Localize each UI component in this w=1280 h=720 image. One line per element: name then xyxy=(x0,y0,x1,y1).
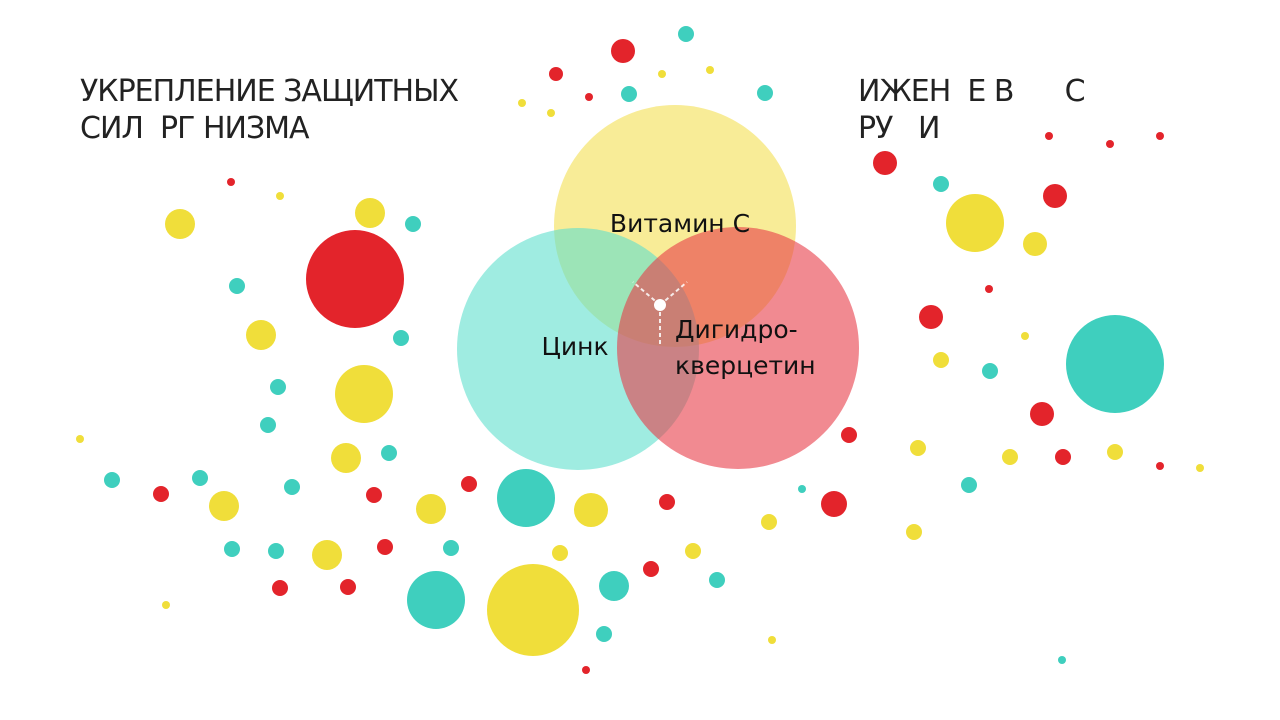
dot xyxy=(209,491,239,521)
dot xyxy=(306,230,404,328)
dot xyxy=(497,469,555,527)
dot xyxy=(547,109,555,117)
dot xyxy=(518,99,526,107)
dot xyxy=(659,494,675,510)
dot xyxy=(933,352,949,368)
dot xyxy=(643,561,659,577)
dot xyxy=(461,476,477,492)
header-text: РУ И xyxy=(858,111,939,146)
dot xyxy=(654,299,666,311)
dot xyxy=(910,440,926,456)
dot xyxy=(1058,656,1066,664)
dot xyxy=(268,543,284,559)
dot xyxy=(919,305,943,329)
dot xyxy=(1066,315,1164,413)
dot xyxy=(227,178,235,186)
dot xyxy=(76,435,84,443)
dot xyxy=(335,365,393,423)
dot xyxy=(1030,402,1054,426)
dot xyxy=(407,571,465,629)
venn xyxy=(457,105,859,470)
header-text: ИЖЕН Е В С xyxy=(858,74,1085,109)
dot xyxy=(621,86,637,102)
dot xyxy=(552,545,568,561)
venn-label: кверцетин xyxy=(675,351,816,380)
dot xyxy=(272,580,288,596)
dot xyxy=(165,209,195,239)
dot xyxy=(355,198,385,228)
dot xyxy=(443,540,459,556)
dot xyxy=(549,67,563,81)
dot xyxy=(841,427,857,443)
venn-label: Витамин С xyxy=(610,209,750,238)
dot xyxy=(153,486,169,502)
dot xyxy=(487,564,579,656)
venn-label: Цинк xyxy=(541,332,608,361)
dot xyxy=(617,227,859,469)
dot xyxy=(331,443,361,473)
connector xyxy=(632,281,661,306)
dot xyxy=(961,477,977,493)
dot xyxy=(284,479,300,495)
dot xyxy=(1002,449,1018,465)
dot xyxy=(1196,464,1204,472)
dot xyxy=(821,491,847,517)
dot xyxy=(574,493,608,527)
dot xyxy=(933,176,949,192)
dot xyxy=(246,320,276,350)
header-text: УКРЕПЛЕНИЕ ЗАЩИТНЫХ xyxy=(80,74,459,109)
dot xyxy=(982,363,998,379)
dot xyxy=(381,445,397,461)
dot xyxy=(709,572,725,588)
dots xyxy=(76,26,1204,674)
dot xyxy=(416,494,446,524)
dot xyxy=(1043,184,1067,208)
dot xyxy=(685,543,701,559)
dot xyxy=(946,194,1004,252)
dot xyxy=(1156,132,1164,140)
dot xyxy=(706,66,714,74)
dot xyxy=(224,541,240,557)
dot xyxy=(1023,232,1047,256)
dot xyxy=(312,540,342,570)
dot xyxy=(611,39,635,63)
dot xyxy=(405,216,421,232)
dot xyxy=(658,70,666,78)
dot xyxy=(768,636,776,644)
dot xyxy=(1107,444,1123,460)
dot xyxy=(393,330,409,346)
dot xyxy=(1106,140,1114,148)
dot xyxy=(585,93,593,101)
dot xyxy=(798,485,806,493)
dot xyxy=(377,539,393,555)
dot xyxy=(366,487,382,503)
dot xyxy=(270,379,286,395)
dot xyxy=(761,514,777,530)
dot xyxy=(1055,449,1071,465)
dot xyxy=(582,666,590,674)
dot xyxy=(276,192,284,200)
dot xyxy=(192,470,208,486)
dot xyxy=(906,524,922,540)
dot xyxy=(1156,462,1164,470)
dot xyxy=(260,417,276,433)
dot xyxy=(985,285,993,293)
dot xyxy=(873,151,897,175)
dot xyxy=(678,26,694,42)
dot xyxy=(104,472,120,488)
dot xyxy=(1045,132,1053,140)
dot xyxy=(162,601,170,609)
connector xyxy=(659,281,688,306)
header-text: СИЛ РГ НИЗМА xyxy=(80,111,310,146)
dot xyxy=(599,571,629,601)
venn-label: Дигидро- xyxy=(675,315,798,344)
dot xyxy=(229,278,245,294)
dot xyxy=(596,626,612,642)
dot xyxy=(1021,332,1029,340)
dot xyxy=(757,85,773,101)
dot xyxy=(340,579,356,595)
